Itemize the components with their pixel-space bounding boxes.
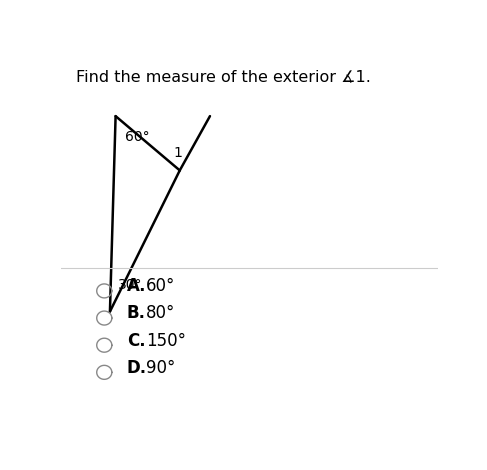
Text: 60°: 60° <box>125 130 150 144</box>
Text: C.: C. <box>127 331 146 350</box>
Text: 30°: 30° <box>118 278 143 291</box>
Text: D.: D. <box>127 359 147 376</box>
Text: 150°: 150° <box>146 331 186 350</box>
Text: 1: 1 <box>173 146 182 159</box>
Text: 90°: 90° <box>146 359 175 376</box>
Text: 80°: 80° <box>146 305 175 322</box>
Text: B.: B. <box>127 305 146 322</box>
Text: Find the measure of the exterior ∡1.: Find the measure of the exterior ∡1. <box>76 69 371 84</box>
Text: 60°: 60° <box>146 277 175 295</box>
Text: A.: A. <box>127 277 147 295</box>
